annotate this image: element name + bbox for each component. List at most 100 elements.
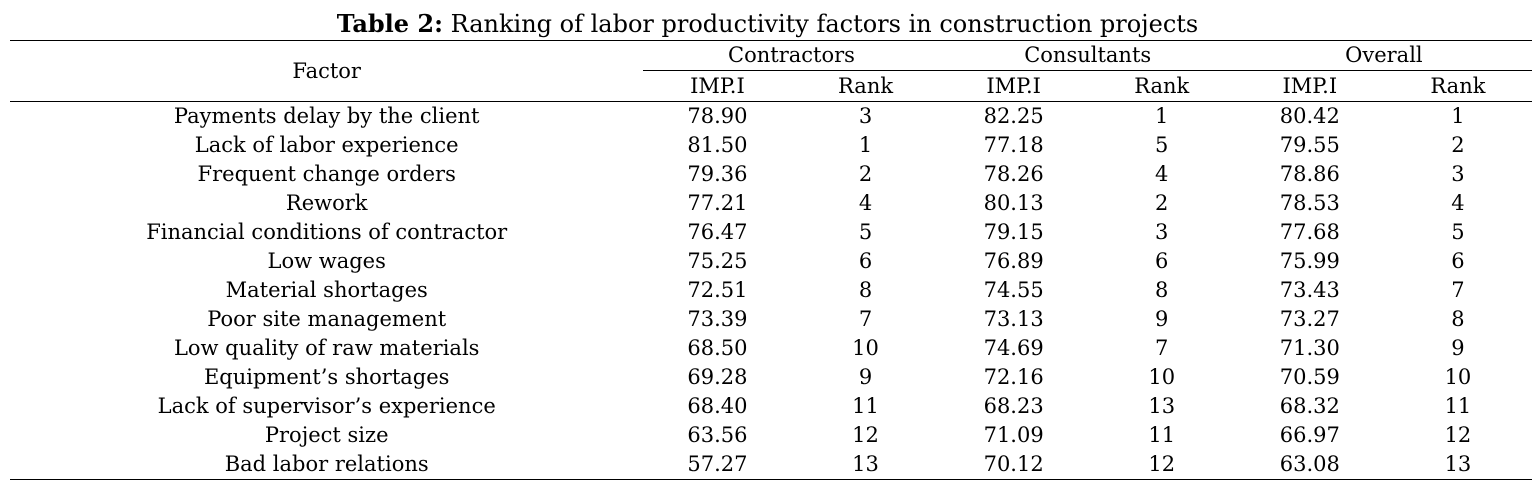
contractors-impi-cell: 79.36 <box>687 162 748 186</box>
overall-impi-cell: 70.59 <box>1279 365 1340 389</box>
table-row: Low wages 75.25 6 76.89 6 75.99 6 <box>10 247 1532 276</box>
contractors-rank-cell: 13 <box>791 450 940 480</box>
consultants-impi-cell: 82.25 <box>983 104 1044 128</box>
overall-impi-cell: 73.27 <box>1279 307 1340 331</box>
consultants-impi-cell: 76.89 <box>983 249 1044 273</box>
caption-label: Table 2: <box>336 9 443 38</box>
contractors-rank-cell: 8 <box>858 278 873 302</box>
consultants-impi-cell: 78.26 <box>983 162 1044 186</box>
factor-cell: Low wages <box>267 249 386 273</box>
consultants-rank-cell: 7 <box>1155 336 1169 360</box>
overall-rank-cell: 8 <box>1451 307 1465 331</box>
contractors-rank-cell: 7 <box>858 307 873 331</box>
contractors-rank-cell: 9 <box>858 365 873 389</box>
table-row: Equipment’s shortages 69.28 9 72.16 10 70.59 1… <box>10 363 1532 392</box>
overall-impi-cell: 75.99 <box>1279 249 1340 273</box>
factor-cell: Lack of supervisor’s experience <box>157 394 496 418</box>
contractors-impi-cell: 76.47 <box>687 220 748 244</box>
contractors-impi-cell: 57.27 <box>643 450 792 480</box>
contractors-rank-cell: 1 <box>858 133 873 157</box>
header-row-groups: Factor Contractors Consultants Overall <box>10 40 1532 102</box>
contractors-rank-cell: 6 <box>858 249 873 273</box>
overall-impi-cell: 68.32 <box>1279 394 1340 418</box>
overall-rank-cell: 7 <box>1451 278 1465 302</box>
factor-column-header: Factor <box>10 40 644 102</box>
consultants-rank-cell: 9 <box>1155 307 1169 331</box>
factor-cell: Poor site management <box>207 307 447 331</box>
consultants-impi-cell: 74.55 <box>983 278 1044 302</box>
productivity-factors-table: Factor Contractors Consultants Overall I… <box>10 40 1532 480</box>
overall-rank-cell: 11 <box>1444 394 1472 418</box>
table-row: Financial conditions of contractor 76.47 5… <box>10 218 1532 247</box>
overall-rank-cell: 9 <box>1451 336 1465 360</box>
factor-cell: Lack of labor experience <box>194 133 459 157</box>
contractors-rank-cell: 5 <box>858 220 873 244</box>
consultants-rank-cell: 5 <box>1155 133 1169 157</box>
subheader-contractors-impi: IMP.I <box>643 70 792 102</box>
overall-rank-cell: 10 <box>1444 365 1472 389</box>
consultants-impi-cell: 72.16 <box>983 365 1044 389</box>
table-row: Project size 63.56 12 71.09 11 66.97 12 <box>10 421 1532 450</box>
overall-impi-cell: 78.53 <box>1279 191 1340 215</box>
overall-impi-cell: 79.55 <box>1279 133 1340 157</box>
consultants-rank-cell: 12 <box>1087 450 1236 480</box>
consultants-rank-cell: 1 <box>1155 104 1169 128</box>
contractors-impi-cell: 73.39 <box>687 307 748 331</box>
table-row: Lack of labor experience 81.50 1 77.18 5 79.5… <box>10 131 1532 160</box>
factor-cell: Material shortages <box>225 278 428 302</box>
overall-rank-cell: 1 <box>1451 104 1465 128</box>
table-row: Lack of supervisor’s experience 68.40 11 68… <box>10 392 1532 421</box>
consultants-impi-cell: 71.09 <box>983 423 1044 447</box>
consultants-rank-cell: 4 <box>1155 162 1169 186</box>
consultants-impi-cell: 73.13 <box>983 307 1044 331</box>
group-header-overall: Overall <box>1235 40 1532 71</box>
overall-impi-cell: 63.08 <box>1235 450 1384 480</box>
overall-rank-cell: 6 <box>1451 249 1465 273</box>
table-row: Payments delay by the client 78.90 3 82.25 1… <box>10 102 1532 132</box>
table-body: Payments delay by the client 78.90 3 82.25 1… <box>10 102 1532 480</box>
overall-impi-cell: 73.43 <box>1279 278 1340 302</box>
factor-cell: Rework <box>285 191 368 215</box>
subheader-consultants-rank: Rank <box>1087 70 1236 102</box>
subheader-contractors-rank: Rank <box>791 70 940 102</box>
contractors-impi-cell: 77.21 <box>687 191 748 215</box>
consultants-impi-cell: 74.69 <box>983 336 1044 360</box>
contractors-impi-cell: 75.25 <box>687 249 748 273</box>
overall-impi-cell: 71.30 <box>1279 336 1340 360</box>
consultants-impi-cell: 79.15 <box>983 220 1044 244</box>
contractors-rank-cell: 3 <box>858 104 873 128</box>
factor-cell: Project size <box>264 423 389 447</box>
subheader-overall-impi: IMP.I <box>1235 70 1384 102</box>
group-header-contractors: Contractors <box>643 40 940 71</box>
contractors-impi-cell: 63.56 <box>687 423 748 447</box>
factor-cell: Low quality of raw materials <box>173 336 480 360</box>
contractors-impi-cell: 68.40 <box>687 394 748 418</box>
consultants-rank-cell: 11 <box>1148 423 1176 447</box>
contractors-rank-cell: 4 <box>858 191 873 215</box>
factor-cell: Payments delay by the client <box>173 104 480 128</box>
consultants-rank-cell: 8 <box>1155 278 1169 302</box>
overall-rank-cell: 4 <box>1451 191 1465 215</box>
overall-impi-cell: 78.86 <box>1279 162 1340 186</box>
consultants-rank-cell: 10 <box>1148 365 1176 389</box>
consultants-rank-cell: 6 <box>1155 249 1169 273</box>
consultants-impi-cell: 70.12 <box>939 450 1088 480</box>
contractors-impi-cell: 72.51 <box>687 278 748 302</box>
overall-rank-cell: 12 <box>1444 423 1472 447</box>
consultants-rank-cell: 13 <box>1148 394 1176 418</box>
caption-text: Ranking of labor productivity factors in… <box>450 10 1199 38</box>
table-row: Material shortages 72.51 8 74.55 8 73.43 7 <box>10 276 1532 305</box>
factor-cell: Equipment’s shortages <box>203 365 450 389</box>
table-caption: Table 2: Ranking of labor productivity f… <box>0 6 1535 42</box>
subheader-overall-rank: Rank <box>1383 70 1532 102</box>
factor-cell: Bad labor relations <box>10 450 644 480</box>
factor-cell: Financial conditions of contractor <box>146 220 508 244</box>
consultants-rank-cell: 3 <box>1155 220 1169 244</box>
overall-rank-cell: 13 <box>1383 450 1532 480</box>
table-row: Low quality of raw materials 68.50 10 74.69… <box>10 334 1532 363</box>
overall-rank-cell: 3 <box>1451 162 1465 186</box>
consultants-impi-cell: 77.18 <box>983 133 1044 157</box>
contractors-impi-cell: 68.50 <box>687 336 748 360</box>
consultants-impi-cell: 68.23 <box>983 394 1044 418</box>
